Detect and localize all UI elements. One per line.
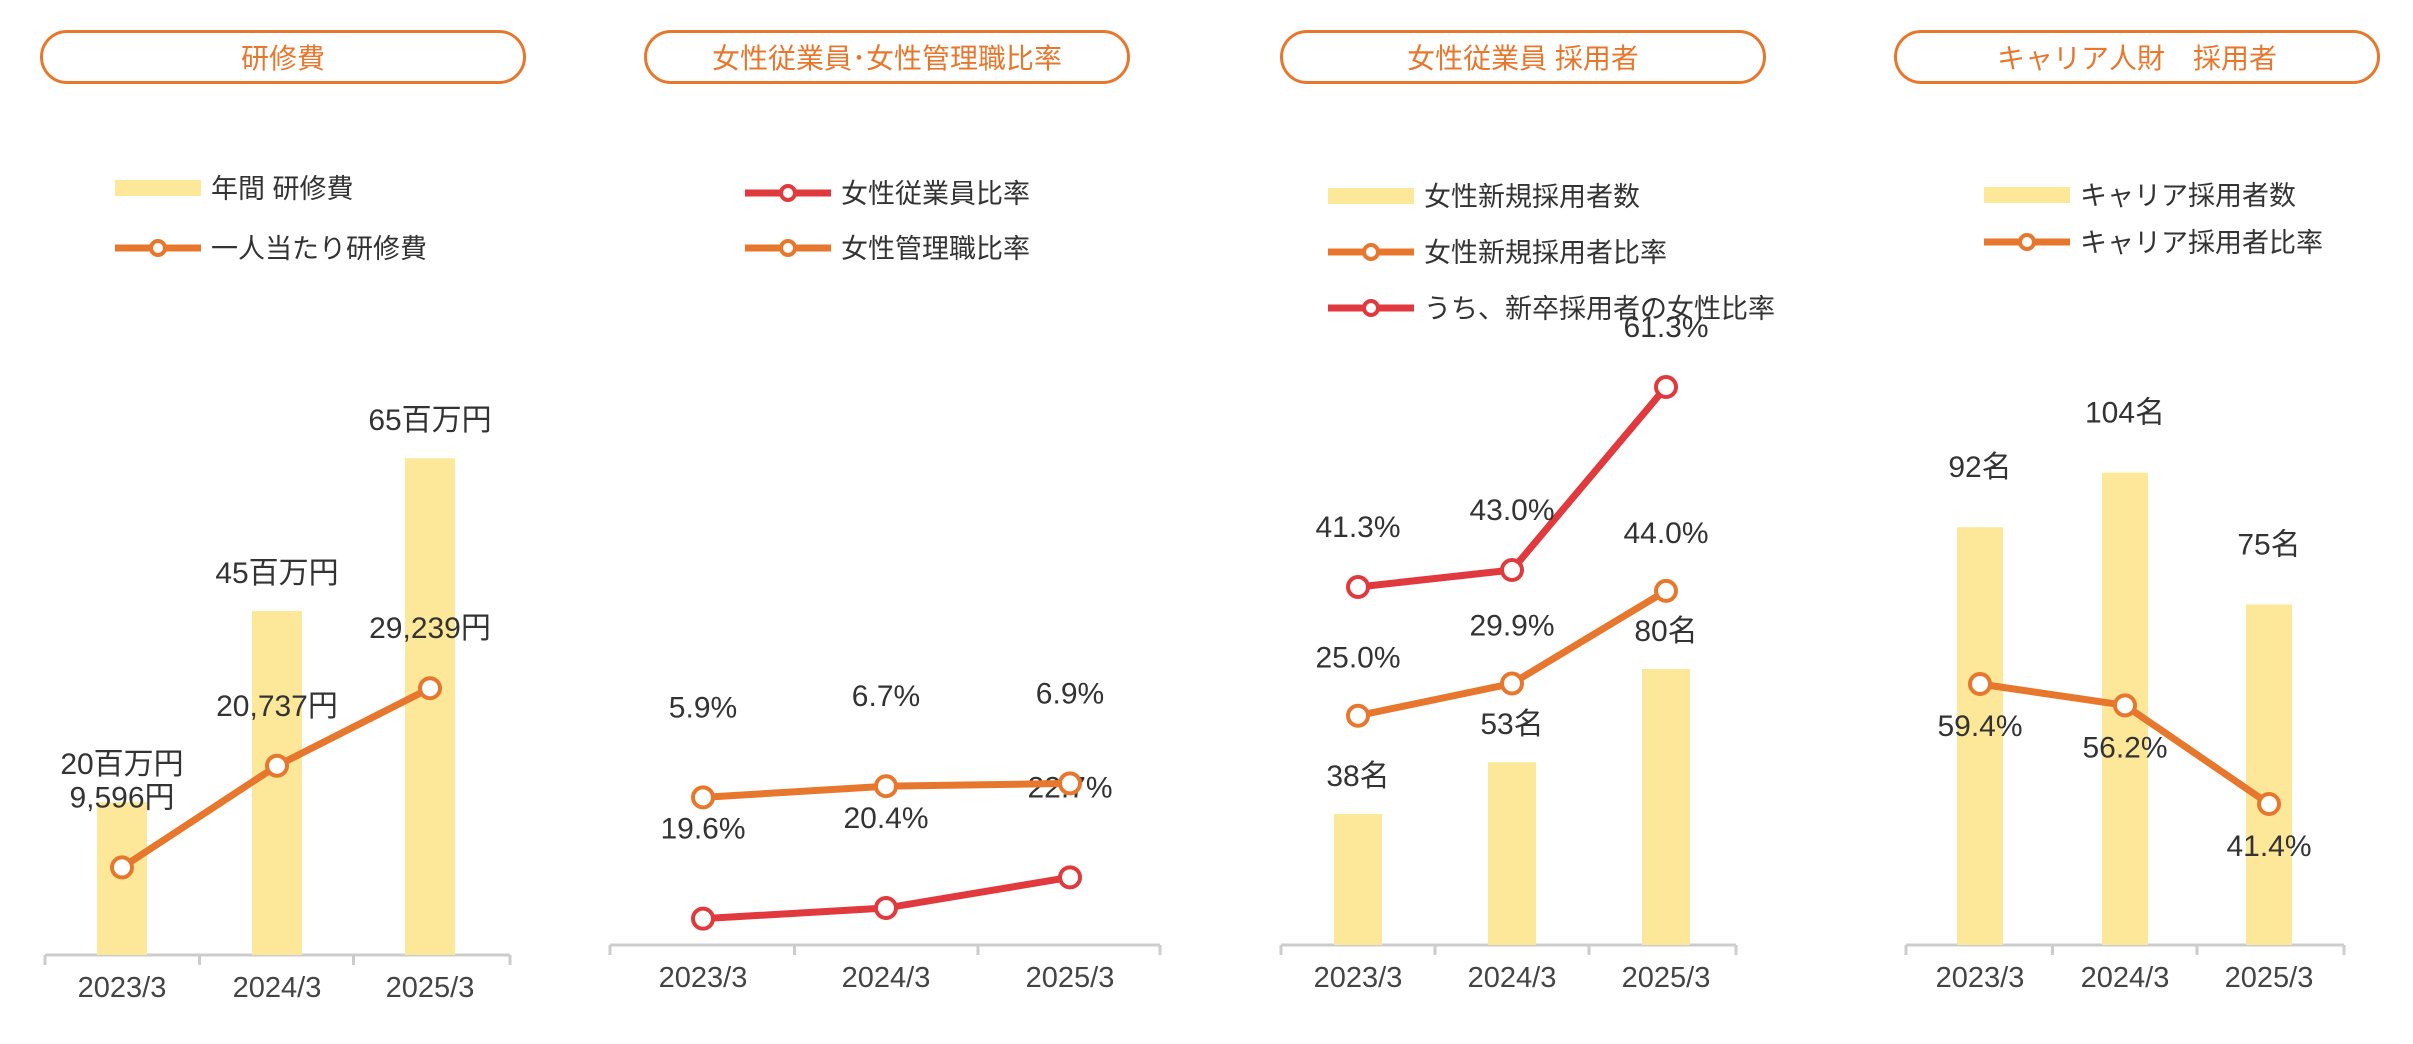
line-value-label: 41.3% [1315,511,1400,544]
legend-label: 女性新規採用者数 [1424,182,1640,212]
line-marker [2257,792,2281,816]
bar [1488,762,1536,945]
line-marker [1654,578,1678,603]
legend-marker [779,184,797,202]
chart-title-pill: 女性従業員･女性管理職比率 [644,30,1130,84]
x-tick-label: 2025/3 [2225,962,2314,994]
bar-value-label: 20百万円 [60,748,183,781]
line-value-label: 5.9% [669,691,737,724]
x-tick-label: 2024/3 [2081,962,2170,994]
chart-title: キャリア人財 採用者 [1996,43,2277,74]
line-marker [691,906,715,931]
chart-panel-female-ratio: 女性従業員･女性管理職比率 女性従業員比率 女性管理職比率 2023/3 2024/3… [600,0,1200,1044]
line-marker [2113,693,2137,718]
bar-value-label: 65百万円 [368,404,491,437]
chart-title: 女性従業員･女性管理職比率 [711,43,1062,74]
line-marker [1058,865,1082,890]
line-marker [874,896,898,920]
legend-label: 女性新規採用者比率 [1424,238,1667,268]
chart-panel-female-hires: 女性従業員 採用者 女性新規採用者数 女性新規採用者比率うち、新卒採用者の女性比率… [1236,0,1836,1044]
x-tick-label: 2023/3 [78,972,167,1004]
bar [1957,527,2003,945]
bar-value-label: 92名 [1948,451,2011,484]
bar [1642,669,1690,945]
line-marker [1654,375,1678,399]
line-value-label: 6.9% [1036,677,1104,710]
chart-title-pill: 研修費 [40,30,526,84]
legend-bar-swatch [1328,188,1414,204]
legend-label: うち、新卒採用者の女性比率 [1424,294,1775,324]
x-tick-label: 2025/3 [386,972,475,1004]
line-marker [874,774,898,799]
line-marker [1500,671,1524,696]
legend-marker [1362,243,1380,261]
legend-label: 年間 研修費 [211,174,354,204]
x-tick-label: 2023/3 [659,962,748,994]
bar [405,458,455,955]
bar-value-label: 104名 [2085,397,2165,430]
line-marker [691,785,715,810]
line-marker [1346,703,1370,728]
legend-label: 女性従業員比率 [841,179,1030,209]
bar-value-label: 75名 [2237,528,2300,561]
line-value-label: 41.4% [2226,830,2311,863]
bar [2246,604,2292,945]
legend-bar-swatch [1984,187,2070,203]
line-value-label: 20.4% [843,802,928,835]
line-value-label: 56.2% [2082,731,2167,764]
line-marker [1346,575,1370,599]
bar [252,611,302,955]
legend-marker [2018,233,2036,251]
bar-value-label: 53名 [1480,708,1543,741]
line-value-label: 43.0% [1469,494,1554,527]
chart-title: 研修費 [240,43,325,74]
line-value-label: 6.7% [852,680,920,713]
bar-value-label: 45百万円 [215,557,338,590]
line-marker [110,855,134,880]
x-tick-label: 2023/3 [1314,962,1403,994]
x-tick-label: 2025/3 [1026,962,1115,994]
legend-label: 女性管理職比率 [841,234,1030,264]
bar-value-label: 80名 [1634,615,1697,648]
chart-panel-training-cost: 研修費 年間 研修費一人当たり研修費 2023/3 2024/3 2025/3 20百万… [0,0,600,1044]
x-tick-label: 2023/3 [1936,962,2025,994]
x-tick-label: 2024/3 [1468,962,1557,994]
legend-marker [779,239,797,257]
legend-marker [149,239,167,257]
x-tick-label: 2024/3 [233,972,322,1004]
line-value-label: 20,737円 [216,690,338,723]
legend-label: キャリア採用者比率 [2080,228,2323,258]
bar [1334,813,1382,945]
line-value-label: 9,596円 [69,781,174,814]
legend-label: キャリア採用者数 [2080,181,2296,211]
x-tick-label: 2025/3 [1622,962,1711,994]
line-value-label: 61.3% [1623,311,1708,344]
series-line [1357,384,1669,591]
line-marker [1968,672,1992,696]
x-tick-label: 2024/3 [842,962,931,994]
chart-title-pill: キャリア人財 採用者 [1894,30,2380,84]
chart-panel-career-hires: キャリア人財 採用者 キャリア採用者数 キャリア採用者比率 2023/3 2024/3… [1854,0,2413,1044]
legend-label: 一人当たり研修費 [211,234,427,264]
chart-title-pill: 女性従業員 採用者 [1280,30,1766,84]
line-value-label: 29.9% [1469,610,1554,643]
bar-value-label: 38名 [1326,760,1389,793]
legend-marker [1362,299,1380,317]
line-marker [1500,558,1524,582]
chart-title: 女性従業員 採用者 [1407,43,1639,74]
line-value-label: 44.0% [1623,517,1708,550]
line-value-label: 19.6% [660,813,745,846]
line-value-label: 59.4% [1937,710,2022,743]
line-marker [1058,771,1082,796]
legend-bar-swatch [115,180,201,196]
line-marker [265,753,289,778]
line-marker [418,676,442,701]
line-value-label: 25.0% [1315,642,1400,675]
line-value-label: 29,239円 [369,612,491,645]
